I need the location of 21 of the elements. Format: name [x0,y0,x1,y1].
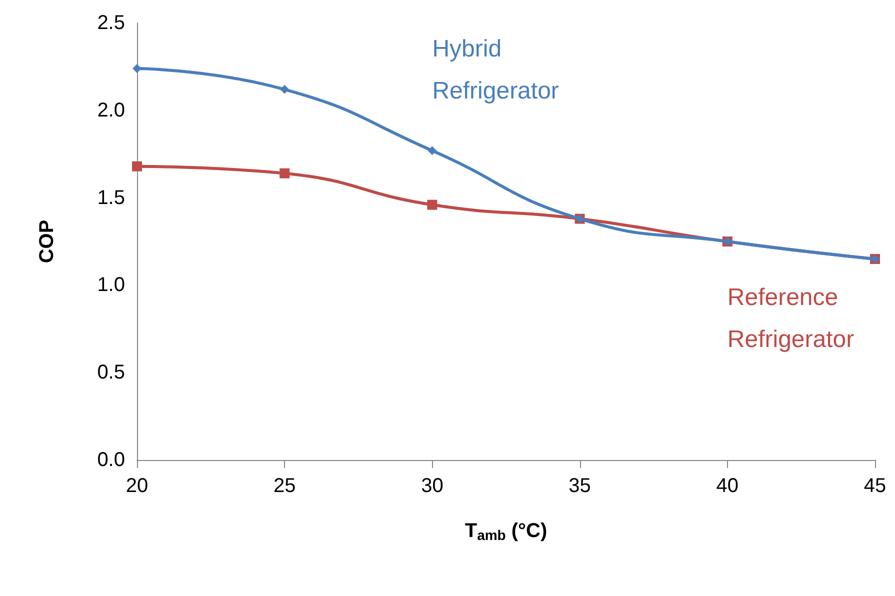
point [280,168,290,178]
x-tick-label: 25 [273,475,296,497]
point [427,200,438,210]
x-tick-label: 45 [864,475,886,497]
y-axis-title: COP [36,220,58,264]
point [280,84,290,94]
y-tick-label: 1.5 [97,186,125,209]
x-tick-label: 40 [716,475,739,497]
y-tick-label: 0.0 [97,449,125,471]
series-label: Hybrid Refrigerator [432,36,559,105]
x-tick-label: 35 [568,475,591,497]
y-tick-label: 2.5 [97,12,125,34]
y-tick-label: 2.0 [97,99,125,122]
point [428,146,437,156]
y-tick-label: 0.5 [97,362,125,384]
series-label: Reference Refrigerator [727,284,854,353]
x-tick-label: 30 [421,475,444,497]
y-tick-label: 1.0 [97,274,125,296]
point [132,161,142,172]
x-tick-label: 20 [126,475,148,497]
point [132,64,142,73]
